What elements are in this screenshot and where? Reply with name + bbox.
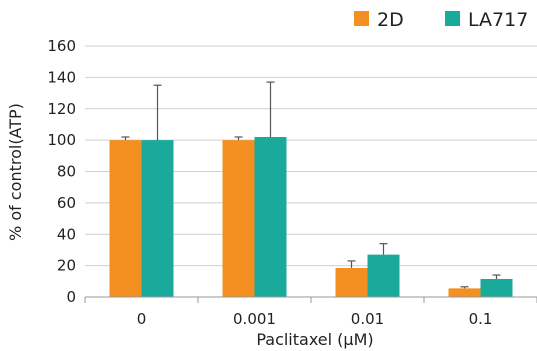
error-bar-la717-0.1	[492, 274, 501, 279]
error-bar-2d-0.01	[347, 260, 356, 268]
x-tick-label: 0	[137, 310, 147, 328]
bars	[109, 136, 513, 297]
bar-2d-0	[109, 140, 142, 297]
legend-label-2d: 2D	[377, 9, 404, 31]
y-tick-label: 20	[57, 257, 76, 275]
bar-2d-0.001	[222, 140, 255, 297]
error-bar-la717-0.001	[266, 81, 275, 137]
error-bar-2d-0.001	[234, 136, 243, 141]
bar-2d-0.01	[335, 267, 368, 297]
error-bar-la717-0	[153, 84, 162, 141]
y-tick-label: 0	[66, 288, 76, 306]
x-tick-label: 0.01	[351, 310, 384, 328]
x-axis: 0 0.001 0.01 0.1	[84, 296, 537, 328]
y-tick-label: 140	[47, 68, 76, 86]
bar-2d-0.1	[448, 288, 481, 297]
bar-la717-0.001	[254, 136, 287, 297]
legend-swatch-la717	[445, 11, 460, 26]
x-axis-title: Paclitaxel (μM)	[256, 330, 373, 349]
error-bars	[121, 81, 501, 289]
x-tick-label: 0.001	[233, 310, 276, 328]
error-bar-2d-0	[121, 136, 130, 141]
error-bar-la717-0.01	[379, 243, 388, 255]
bar-la717-0.1	[480, 278, 513, 297]
legend: 2D LA717	[354, 9, 528, 31]
error-bar-2d-0.1	[460, 286, 469, 289]
bar-la717-0.01	[367, 254, 400, 297]
y-tick-label: 40	[57, 225, 76, 243]
y-axis-title: % of control(ATP)	[6, 103, 25, 241]
y-tick-label: 100	[47, 131, 76, 149]
bar-la717-0	[141, 140, 174, 297]
y-tick-label: 80	[57, 163, 76, 181]
y-tick-label: 160	[47, 37, 76, 55]
x-tick-label: 0.1	[469, 310, 493, 328]
y-tick-label: 120	[47, 100, 76, 118]
y-tick-label: 60	[57, 194, 76, 212]
y-axis-ticks: 0 20 40 60 80 100 120 140 160	[47, 37, 76, 306]
legend-swatch-2d	[354, 11, 369, 26]
legend-label-la717: LA717	[468, 9, 528, 31]
